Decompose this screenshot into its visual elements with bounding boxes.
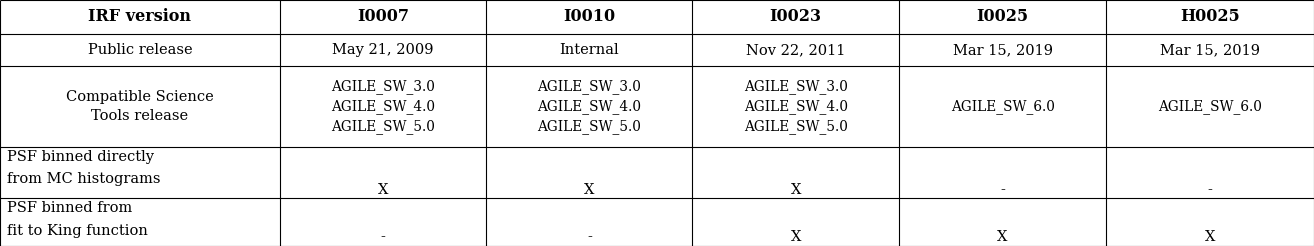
Text: AGILE_SW_3.0
AGILE_SW_4.0
AGILE_SW_5.0: AGILE_SW_3.0 AGILE_SW_4.0 AGILE_SW_5.0 xyxy=(537,79,641,134)
Text: H0025: H0025 xyxy=(1180,8,1240,26)
Text: May 21, 2009: May 21, 2009 xyxy=(332,43,434,57)
Text: AGILE_SW_3.0
AGILE_SW_4.0
AGILE_SW_5.0: AGILE_SW_3.0 AGILE_SW_4.0 AGILE_SW_5.0 xyxy=(744,79,848,134)
Text: AGILE_SW_6.0: AGILE_SW_6.0 xyxy=(950,99,1055,114)
Text: Mar 15, 2019: Mar 15, 2019 xyxy=(953,43,1053,57)
Text: X: X xyxy=(997,231,1008,244)
Text: I0023: I0023 xyxy=(770,8,821,26)
Text: -: - xyxy=(1208,183,1213,197)
Text: X: X xyxy=(585,183,594,197)
Text: X: X xyxy=(378,183,388,197)
Text: Compatible Science
Tools release: Compatible Science Tools release xyxy=(66,90,214,123)
Text: IRF version: IRF version xyxy=(88,8,192,26)
Text: PSF binned directly
from MC histograms: PSF binned directly from MC histograms xyxy=(7,150,160,186)
Text: Internal: Internal xyxy=(560,43,619,57)
Text: X: X xyxy=(791,183,800,197)
Text: -: - xyxy=(381,231,385,244)
Text: X: X xyxy=(1205,231,1215,244)
Text: -: - xyxy=(587,231,591,244)
Text: AGILE_SW_3.0
AGILE_SW_4.0
AGILE_SW_5.0: AGILE_SW_3.0 AGILE_SW_4.0 AGILE_SW_5.0 xyxy=(331,79,435,134)
Text: X: X xyxy=(791,231,800,244)
Text: Nov 22, 2011: Nov 22, 2011 xyxy=(746,43,845,57)
Text: PSF binned from
fit to King function: PSF binned from fit to King function xyxy=(7,201,147,238)
Text: Public release: Public release xyxy=(88,43,192,57)
Text: AGILE_SW_6.0: AGILE_SW_6.0 xyxy=(1158,99,1263,114)
Text: I0007: I0007 xyxy=(357,8,409,26)
Text: -: - xyxy=(1000,183,1005,197)
Text: I0025: I0025 xyxy=(976,8,1029,26)
Text: I0010: I0010 xyxy=(564,8,615,26)
Text: Mar 15, 2019: Mar 15, 2019 xyxy=(1160,43,1260,57)
